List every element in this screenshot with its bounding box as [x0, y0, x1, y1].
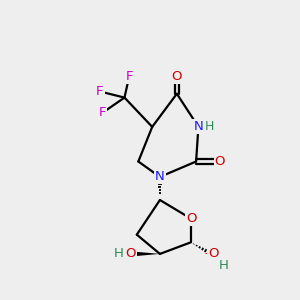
Polygon shape — [125, 251, 160, 257]
Text: -: - — [124, 248, 128, 260]
Text: O: O — [186, 212, 197, 225]
Text: -: - — [204, 248, 209, 260]
Text: O: O — [172, 70, 182, 83]
Text: F: F — [125, 70, 133, 83]
Text: F: F — [96, 85, 103, 98]
Text: F: F — [98, 106, 106, 119]
Text: H: H — [219, 259, 229, 272]
Text: N: N — [194, 120, 203, 134]
Text: O: O — [215, 155, 225, 168]
Text: N: N — [155, 170, 165, 183]
Text: H: H — [205, 120, 214, 133]
Text: O: O — [208, 248, 218, 260]
Text: O: O — [125, 248, 136, 260]
Text: H: H — [114, 248, 124, 260]
